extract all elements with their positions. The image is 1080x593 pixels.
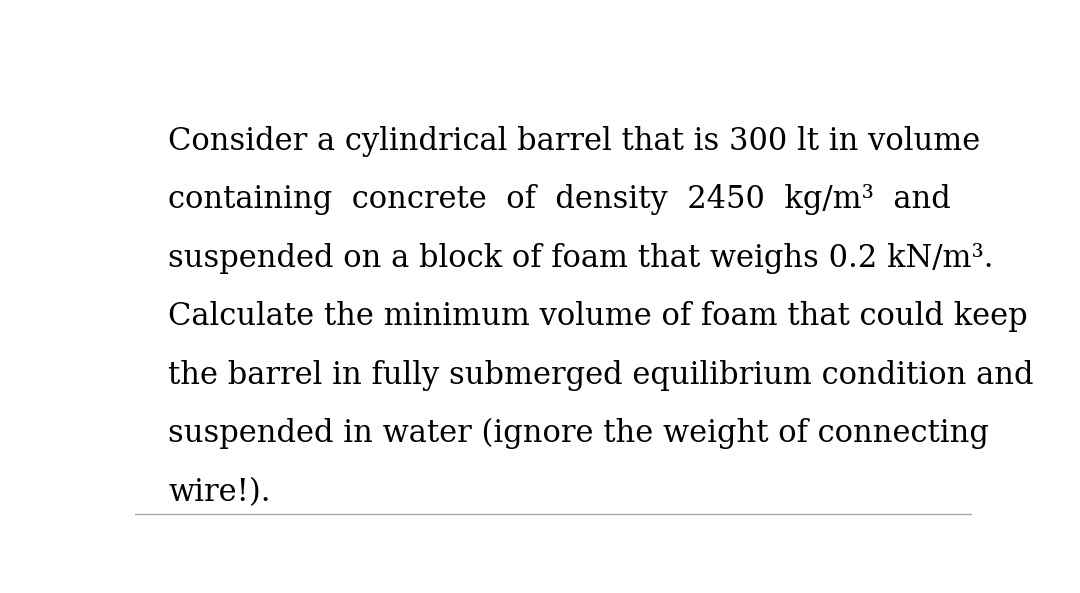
Text: wire!).: wire!).	[168, 477, 271, 508]
Text: the barrel in fully submerged equilibrium condition and: the barrel in fully submerged equilibriu…	[168, 360, 1034, 391]
Text: suspended in water (ignore the weight of connecting: suspended in water (ignore the weight of…	[168, 418, 989, 449]
Text: Consider a cylindrical barrel that is 300 lt in volume: Consider a cylindrical barrel that is 30…	[168, 126, 981, 157]
Text: containing  concrete  of  density  2450  kg/m³  and: containing concrete of density 2450 kg/m…	[168, 184, 951, 215]
Text: suspended on a block of foam that weighs 0.2 kN/m³.: suspended on a block of foam that weighs…	[168, 243, 994, 274]
Text: Calculate the minimum volume of foam that could keep: Calculate the minimum volume of foam tha…	[168, 301, 1028, 332]
